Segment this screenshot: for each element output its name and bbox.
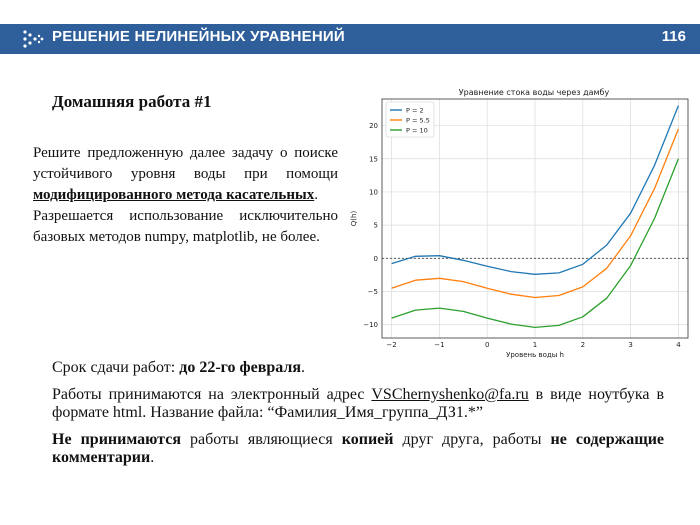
rules-text-1: работы являющиеся bbox=[180, 431, 342, 448]
y-tick-label: 5 bbox=[374, 222, 378, 230]
chart-legend: P = 2 P = 5.5 P = 10 bbox=[385, 101, 435, 138]
series-line bbox=[391, 128, 680, 299]
bottom-section: Срок сдачи работ: до 22-го февраля. Рабо… bbox=[52, 359, 664, 476]
deadline-prefix: Срок сдачи работ: bbox=[52, 359, 180, 376]
y-tick-label: −5 bbox=[368, 288, 378, 296]
deadline-date: до 22-го февраля bbox=[179, 359, 302, 376]
deadline-suffix: . bbox=[301, 359, 306, 376]
task-method: модифицированного метода касательных bbox=[33, 187, 315, 203]
x-tick-label: 1 bbox=[533, 341, 537, 349]
deadline-paragraph: Срок сдачи работ: до 22-го февраля. bbox=[52, 359, 664, 377]
slide-title: РЕШЕНИЕ НЕЛИНЕЙНЫХ УРАВНЕНИЙ bbox=[52, 28, 345, 45]
submission-suffix: в виде ноутбука в формате html. Название… bbox=[52, 386, 664, 421]
rules-text-2: друг друга, работы bbox=[393, 431, 551, 448]
page-number: 116 bbox=[661, 28, 686, 45]
series-line bbox=[391, 158, 680, 329]
submission-prefix: Работы принимаются на электронный адрес bbox=[52, 386, 372, 403]
series-line bbox=[391, 105, 680, 275]
y-tick-label: 15 bbox=[369, 155, 378, 163]
x-tick-label: −2 bbox=[386, 341, 396, 349]
chart-grid bbox=[382, 99, 688, 338]
x-tick-label: 3 bbox=[628, 341, 632, 349]
y-tick-label: 20 bbox=[369, 122, 378, 130]
slide-header: РЕШЕНИЕ НЕЛИНЕЙНЫХ УРАВНЕНИЙ 116 bbox=[0, 24, 700, 54]
task-text-end: . bbox=[314, 187, 318, 203]
rules-copy: копией bbox=[341, 431, 394, 448]
chart-title: Уравнение стока воды через дамбу bbox=[459, 88, 610, 97]
legend-label: P = 10 bbox=[406, 127, 428, 135]
rules-no-comments: не содержащие комментарии bbox=[52, 431, 665, 466]
x-tick-label: −1 bbox=[434, 341, 444, 349]
legend-box bbox=[385, 101, 435, 138]
rules-paragraph: Не принимаются работы являющиеся копией … bbox=[52, 431, 664, 467]
y-axis-label: Q(h) bbox=[350, 211, 358, 227]
submission-paragraph: Работы принимаются на электронный адрес … bbox=[52, 386, 664, 422]
dam-flow-chart: Уравнение стока воды через дамбу −2 −1 0 1 2… bbox=[350, 88, 689, 359]
email-link[interactable]: VSChernyshenko@fa.ru bbox=[371, 386, 529, 403]
task-text: Решите предложенную далее задачу о поиск… bbox=[33, 145, 338, 182]
x-tick-label: 0 bbox=[485, 341, 489, 349]
homework-title: Домашняя работа #1 bbox=[52, 92, 212, 111]
y-tick-label: −10 bbox=[363, 321, 378, 329]
y-tick-label: 10 bbox=[369, 188, 378, 196]
dots-arrow-icon bbox=[23, 30, 44, 48]
allowed-paragraph: Разрешается использование исключительно … bbox=[33, 208, 338, 245]
chart-series bbox=[391, 105, 680, 329]
rules-not-accepted: Не принимаются bbox=[52, 431, 181, 448]
x-axis-label: Уровень воды h bbox=[506, 351, 564, 359]
plot-frame bbox=[381, 98, 689, 339]
task-paragraph: Решите предложенную далее задачу о поиск… bbox=[33, 143, 338, 206]
task-description: Решите предложенную далее задачу о поиск… bbox=[33, 143, 338, 248]
rules-end: . bbox=[150, 449, 155, 466]
x-tick-label: 4 bbox=[676, 341, 681, 349]
y-tick-label: 0 bbox=[374, 255, 378, 263]
legend-label: P = 5.5 bbox=[406, 117, 430, 125]
legend-label: P = 2 bbox=[406, 107, 424, 115]
x-tick-label: 2 bbox=[581, 341, 585, 349]
